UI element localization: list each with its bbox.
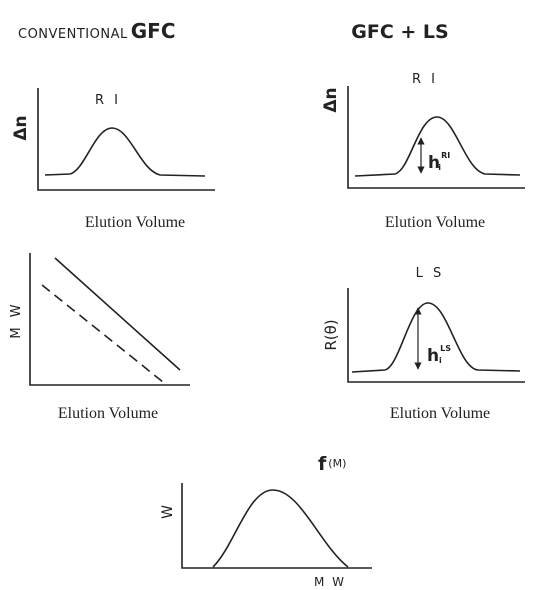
height-sub: i bbox=[439, 356, 442, 365]
x-label: M W bbox=[314, 575, 346, 589]
height-base: h bbox=[428, 153, 440, 173]
axes bbox=[347, 288, 525, 383]
height-sub: i bbox=[438, 163, 441, 172]
ls-curve bbox=[351, 302, 521, 373]
x-label: Elution Volume bbox=[385, 214, 485, 231]
panel-title: R I bbox=[412, 72, 438, 87]
panel-title: L S bbox=[416, 266, 445, 281]
x-label: Elution Volume bbox=[58, 405, 158, 422]
height-label: hLS i bbox=[427, 344, 451, 366]
x-label: Elution Volume bbox=[85, 214, 185, 231]
distribution-curve bbox=[212, 489, 349, 568]
ri-curve bbox=[354, 116, 521, 177]
height-base: h bbox=[427, 346, 439, 366]
header-right: GFC + LS bbox=[351, 21, 448, 43]
x-label: Elution Volume bbox=[390, 405, 490, 422]
height-sup: LS bbox=[440, 344, 451, 353]
panel-calibration: M W Elution Volume bbox=[9, 253, 190, 422]
panel-ri-ls: R I Δn hRI i Elution Volume bbox=[321, 72, 525, 231]
panel-title: R I bbox=[95, 93, 121, 108]
calibration-line-dashed bbox=[41, 284, 164, 383]
header-left: CONVENTIONAL GFC bbox=[18, 19, 176, 43]
curve-label-base: f bbox=[318, 453, 327, 475]
panel-ls: L S R(θ) hLS i Elution Volume bbox=[322, 266, 525, 422]
ri-curve bbox=[44, 127, 206, 177]
axes bbox=[181, 483, 372, 569]
y-label: Δn bbox=[321, 87, 341, 112]
y-label: M W bbox=[9, 301, 24, 338]
panel-ri-conventional: R I Δn Elution Volume bbox=[11, 88, 215, 231]
y-label: R(θ) bbox=[322, 319, 340, 350]
y-label: Δn bbox=[11, 115, 31, 140]
curve-label-arg: (M) bbox=[328, 457, 346, 470]
height-label: hRI i bbox=[428, 151, 450, 173]
curve-label: f (M) bbox=[318, 453, 346, 475]
panel-distribution: W f (M) M W bbox=[160, 453, 372, 589]
axes bbox=[347, 86, 525, 189]
header-left-large: GFC bbox=[131, 19, 176, 43]
calibration-line bbox=[54, 257, 181, 371]
y-label: W bbox=[160, 505, 176, 519]
axes bbox=[29, 253, 190, 386]
header-left-small: CONVENTIONAL bbox=[18, 27, 128, 42]
height-sup: RI bbox=[441, 151, 450, 160]
axes bbox=[37, 88, 215, 191]
